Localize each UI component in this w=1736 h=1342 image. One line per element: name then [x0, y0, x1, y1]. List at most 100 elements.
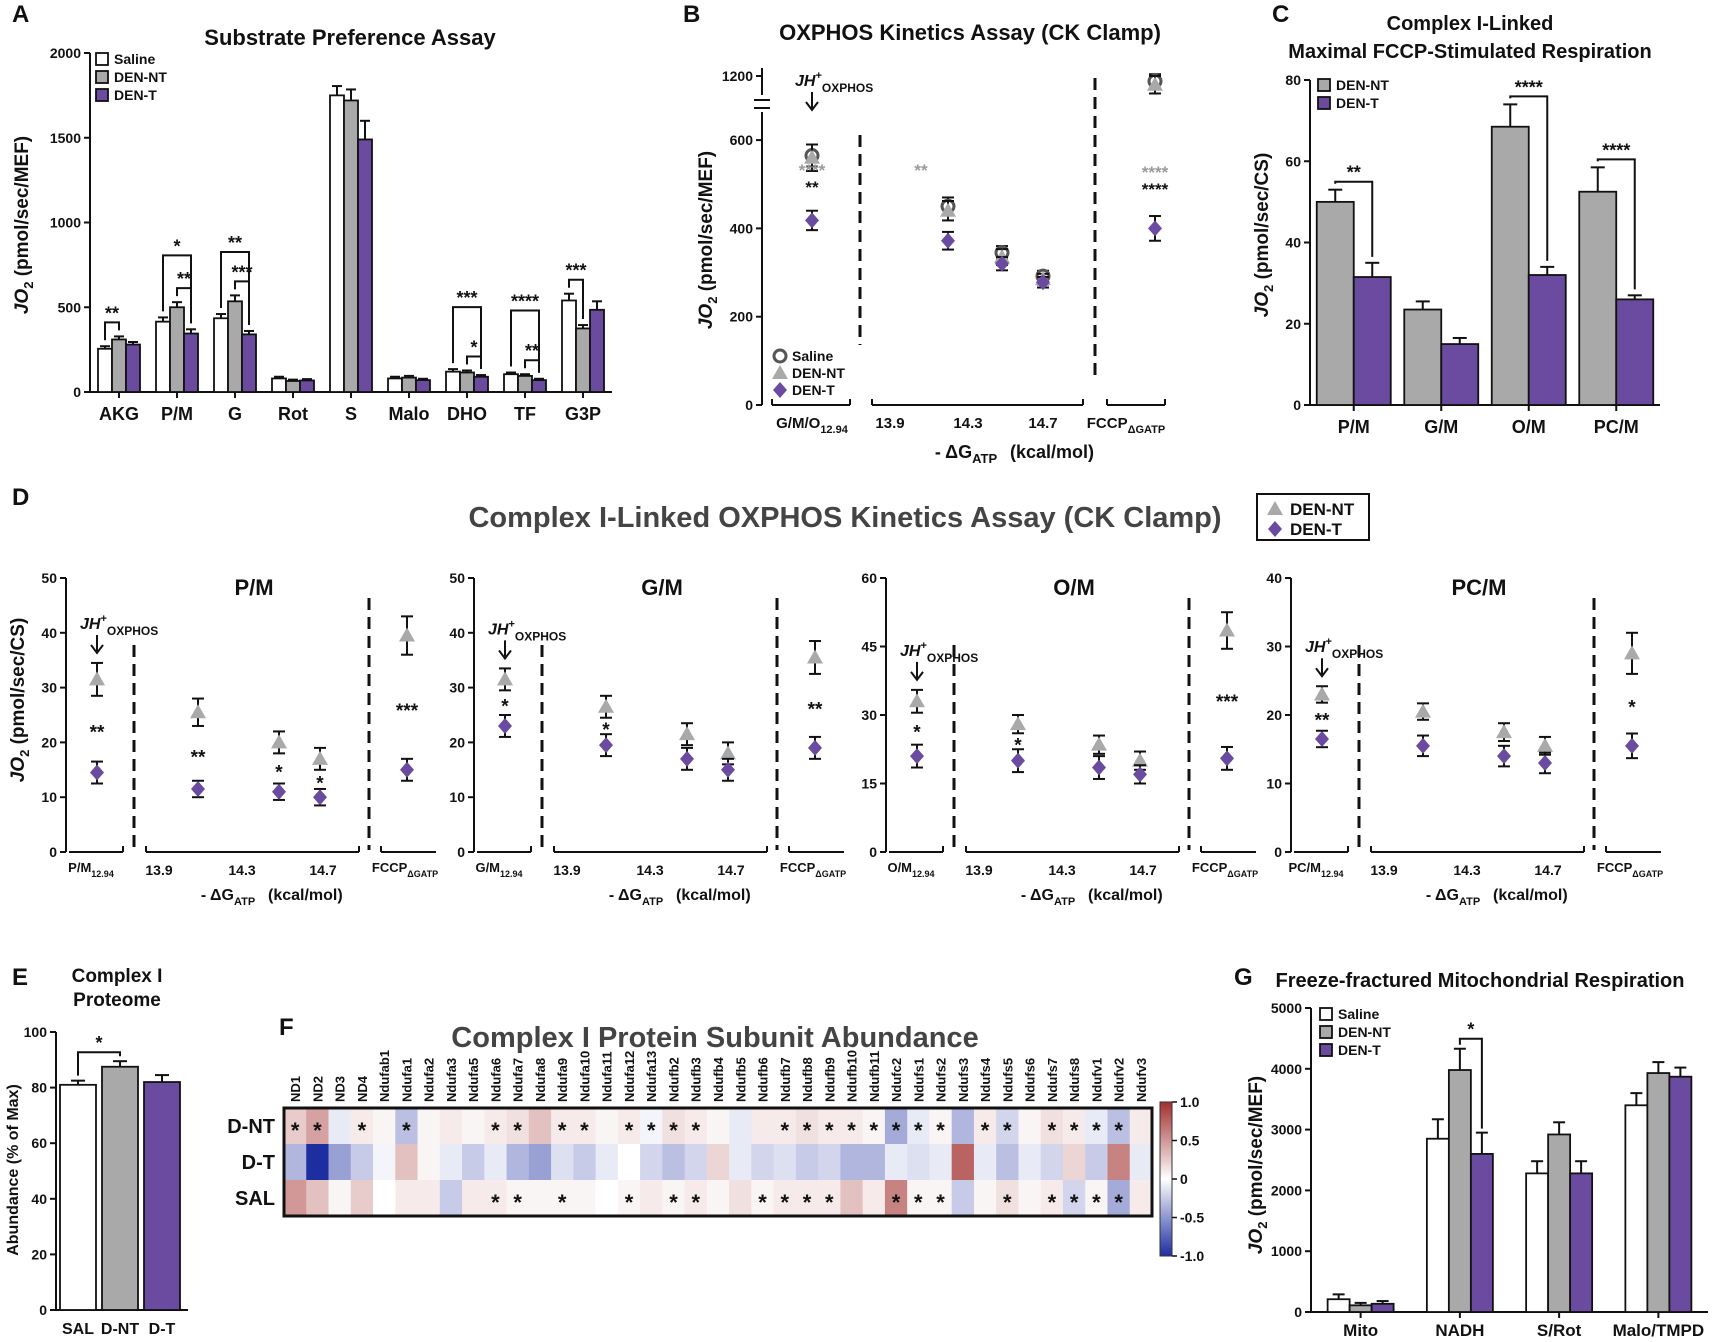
panel-c-sig-bracket — [1509, 95, 1549, 261]
panel-d-x-label: 14.3 — [1453, 862, 1480, 878]
panel-c-bar-den-nt — [1490, 125, 1530, 406]
panel-c-y-tick-label: 0 — [1293, 397, 1301, 413]
panel-d-point-t — [1133, 766, 1147, 783]
panel-d-sig-mark: ** — [808, 699, 823, 720]
panel-b-x-label: 14.7 — [1028, 415, 1057, 432]
panel-d-y-tick-label: 50 — [41, 570, 57, 586]
panel-f-column-label: Ndufa3 — [444, 1058, 459, 1102]
panel-f-cell — [996, 1108, 1019, 1145]
panel-f-cell — [439, 1144, 463, 1181]
panel-d-y-tick-label: 20 — [41, 734, 57, 750]
panel-d-xlabel-units: (kcal/mol) — [676, 887, 751, 904]
panel-d-x-label: 14.3 — [636, 862, 663, 878]
panel-f-cell — [929, 1108, 953, 1145]
panel-a-sig-bracket — [524, 359, 540, 373]
panel-d-point-t — [1315, 730, 1329, 747]
panel-f-cell — [373, 1108, 396, 1145]
panel-letter-E: E — [12, 964, 28, 991]
panel-f-cell — [551, 1144, 574, 1181]
panel-f-star: * — [780, 1118, 789, 1143]
panel-f-column-label: Ndufa7 — [511, 1058, 526, 1102]
panel-f-column-label: Ndufa1 — [399, 1058, 414, 1102]
panel-f-star: * — [936, 1118, 945, 1143]
panel-d-xlabel-units: (kcal/mol) — [1088, 887, 1163, 904]
panel-f-cell — [662, 1108, 686, 1145]
panel-d-point-t — [498, 717, 512, 734]
panel-d-point-t — [191, 780, 205, 797]
panel-e-y-tick-label: 0 — [39, 1302, 47, 1318]
panel-f-column-label: Ndufs2 — [934, 1058, 949, 1102]
panel-a-bar-den-t — [183, 332, 199, 393]
panel-f-cell — [773, 1144, 797, 1181]
panel-g-legend-label: DEN-T — [1338, 1042, 1381, 1058]
panel-g-title: Freeze-fractured Mitochondrial Respirati… — [1276, 970, 1685, 992]
panel-f-star: * — [914, 1118, 923, 1143]
panel-f-star: * — [402, 1118, 411, 1143]
panel-f-column-label: Ndufc2 — [889, 1058, 904, 1102]
panel-f-column-label: Ndufb4 — [711, 1056, 726, 1102]
panel-d-jh-annotation: JH+OXPHOS — [488, 618, 566, 643]
panel-f-row-label: D-NT — [227, 1116, 275, 1138]
panel-f-star: * — [1048, 1190, 1057, 1215]
panel-f-star: * — [847, 1118, 856, 1143]
panel-b-x-label: G/M/O12.94 — [776, 415, 849, 436]
panel-f-cell — [573, 1180, 597, 1217]
panel-a-sig-bracket-label: * — [470, 337, 477, 357]
panel-f-row-label: SAL — [235, 1188, 275, 1210]
panel-f-column-label: Ndufb5 — [733, 1057, 748, 1102]
panel-a-bar-den-nt — [169, 306, 185, 393]
panel-a-bar-den-nt — [517, 374, 533, 393]
panel-a-bar-den-t — [415, 379, 431, 393]
panel-d-point-nt — [679, 726, 695, 741]
panel-a-bar-saline — [155, 320, 171, 393]
panel-f-cell — [306, 1144, 330, 1181]
panel-c-x-label: O/M — [1512, 417, 1546, 437]
panel-b-point-den-nt — [804, 149, 820, 164]
panel-g-sig-bracket-label: * — [1467, 1020, 1474, 1040]
panel-f-cell — [907, 1144, 930, 1181]
panel-f-cell — [1062, 1144, 1086, 1181]
panel-f-column-label: ND4 — [355, 1075, 370, 1102]
panel-g-bar-den-nt — [1447, 1069, 1472, 1313]
panel-f-cell — [1018, 1144, 1042, 1181]
panel-f-column-label: Ndufa10 — [577, 1051, 592, 1102]
panel-f-column-label: Ndufs6 — [1023, 1058, 1038, 1102]
panel-d-point-nt — [720, 745, 736, 760]
panel-a-y-tick-label: 500 — [58, 299, 82, 315]
panel-f-cell — [417, 1108, 441, 1145]
panel-f-cell — [350, 1180, 374, 1217]
panel-f-cell — [706, 1180, 730, 1217]
panel-f-cell — [818, 1108, 841, 1145]
panel-e-y-tick-label: 40 — [31, 1191, 47, 1207]
panel-f-cell — [1107, 1108, 1131, 1145]
panel-a-bar-den-t — [299, 379, 315, 393]
panel-d-sig-mark: * — [316, 773, 324, 794]
panel-f-cell — [951, 1180, 975, 1217]
panel-d-x-label: 13.9 — [145, 862, 172, 878]
panel-f-cell — [1040, 1144, 1064, 1181]
panel-c-bar-den-t — [1615, 298, 1655, 406]
panel-f-column-label: Ndufa13 — [644, 1051, 659, 1102]
panel-d-xlabel: - ΔGATP — [201, 887, 255, 908]
panel-d-jh-annotation: JH+OXPHOS — [900, 640, 978, 665]
panel-b-legend-label: Saline — [792, 348, 833, 364]
panel-f-cell — [462, 1108, 485, 1145]
panel-a-bar-den-nt — [459, 371, 475, 393]
panel-d-point-nt — [190, 704, 206, 719]
panel-g-y-tick-label: 5000 — [1271, 1000, 1302, 1016]
panel-b-tick-label: 600 — [730, 132, 754, 148]
panel-f-cell — [595, 1108, 619, 1145]
panel-f-cell — [996, 1180, 1019, 1217]
panel-d-point-t — [1416, 737, 1430, 754]
panel-d-sig-mark: * — [1628, 698, 1636, 719]
panel-c-legend-swatch — [1317, 78, 1331, 92]
panel-a-legend-swatch — [95, 52, 109, 66]
panel-f-star: * — [1003, 1190, 1012, 1215]
panel-a-y-tick-label: 1500 — [50, 130, 81, 146]
panel-f-cell — [929, 1180, 953, 1217]
panel-f-colorbar-label: 1.0 — [1180, 1094, 1200, 1110]
panel-f-column-label: Ndufb2 — [666, 1057, 681, 1102]
panel-a-x-label: Rot — [278, 404, 308, 424]
panel-f-cell — [1062, 1180, 1086, 1217]
panel-f-cell — [284, 1108, 307, 1145]
